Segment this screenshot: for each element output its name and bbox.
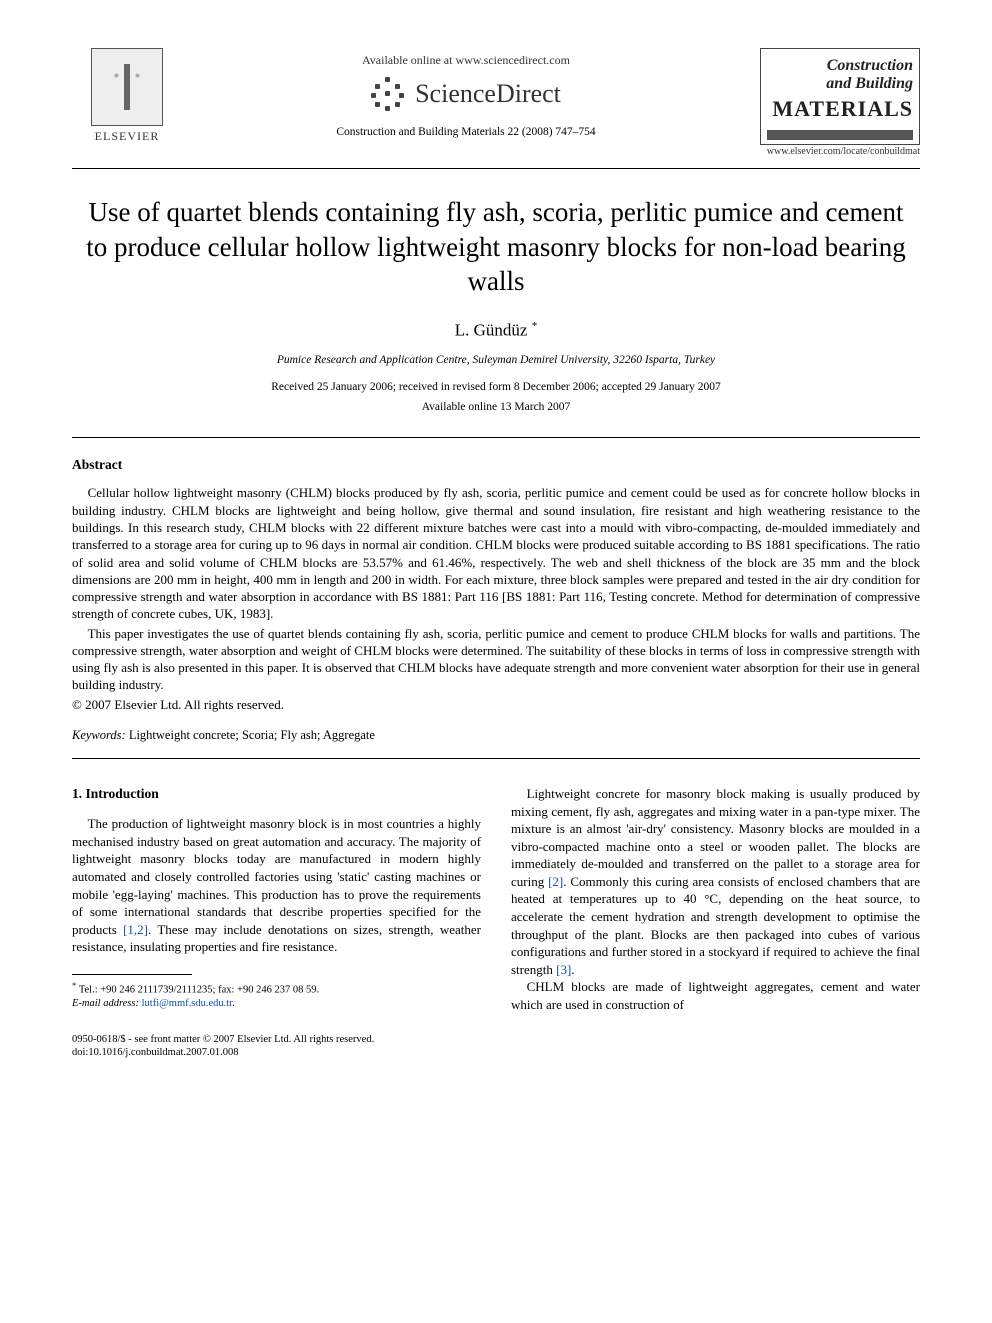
intro-para-1: The production of lightweight masonry bl… [72,815,481,955]
rule-below-abstract [72,758,920,759]
corresponding-marker: * [532,320,538,332]
sciencedirect-logo: ScienceDirect [371,76,561,111]
rule-above-abstract [72,437,920,438]
section-1-heading: 1. Introduction [72,785,481,803]
journal-cover-line1a: Construction [767,57,913,75]
abstract-heading: Abstract [72,456,920,474]
citation-line: Construction and Building Materials 22 (… [182,125,750,141]
author-name: L. Gündüz [455,321,528,340]
copyright-line: © 2007 Elsevier Ltd. All rights reserved… [72,696,920,714]
sciencedirect-wordmark: ScienceDirect [415,76,561,111]
journal-cover-line1b: and Building [767,75,913,93]
history-line-1: Received 25 January 2006; received in re… [72,380,920,396]
journal-url: www.elsevier.com/locate/conbuildmat [750,145,920,159]
journal-block: Construction and Building MATERIALS www.… [750,48,920,158]
footnote-marker: * [72,980,76,990]
footnote-email-suffix: . [232,998,235,1009]
intro-para-2: Lightweight concrete for masonry block m… [511,785,920,978]
abstract-para-1: Cellular hollow lightweight masonry (CHL… [72,484,920,622]
keywords-text: Lightweight concrete; Scoria; Fly ash; A… [126,728,375,742]
journal-cover-line2: MATERIALS [767,94,913,124]
footnote-tel-line: * Tel.: +90 246 2111739/2111235; fax: +9… [72,980,481,997]
footer-line-2: doi:10.1016/j.conbuildmat.2007.01.008 [72,1046,481,1060]
footnote-rule [72,974,192,975]
publisher-name: ELSEVIER [72,128,182,144]
footer-meta: 0950-0618/$ - see front matter © 2007 El… [72,1033,481,1060]
elsevier-tree-icon [91,48,163,126]
paper-title: Use of quartet blends containing fly ash… [82,195,910,299]
ref-link-3[interactable]: [3] [556,962,571,977]
footnote-email[interactable]: lutfi@mmf.sdu.edu.tr [142,998,232,1009]
intro-p1-a: The production of lightweight masonry bl… [72,816,481,936]
footnote-tel: +90 246 2111739/2111235; fax: +90 246 23… [100,984,319,995]
abstract-para-2: This paper investigates the use of quart… [72,625,920,694]
footnote-tel-label: Tel.: [79,984,100,995]
column-left: 1. Introduction The production of lightw… [72,785,481,1060]
ref-link-2[interactable]: [2] [548,874,563,889]
column-right: Lightweight concrete for masonry block m… [511,785,920,1060]
journal-cover: Construction and Building MATERIALS [760,48,920,145]
ref-link-1-2[interactable]: [1,2] [123,922,148,937]
footnote-email-line: E-mail address: lutfi@mmf.sdu.edu.tr. [72,997,481,1011]
publisher-logo-block: ELSEVIER [72,48,182,144]
affiliation: Pumice Research and Application Centre, … [72,353,920,369]
journal-cover-bar [767,130,913,140]
paper-header: ELSEVIER Available online at www.science… [72,48,920,158]
footnote-email-label: E-mail address: [72,998,139,1009]
keywords-line: Keywords: Lightweight concrete; Scoria; … [72,727,920,744]
rule-top [72,168,920,169]
header-center: Available online at www.sciencedirect.co… [182,48,750,141]
body-columns: 1. Introduction The production of lightw… [72,785,920,1060]
author-line: L. Gündüz * [72,319,920,343]
history-line-2: Available online 13 March 2007 [72,400,920,416]
intro-para-3: CHLM blocks are made of lightweight aggr… [511,978,920,1013]
keywords-label: Keywords: [72,728,126,742]
sciencedirect-mark-icon [371,77,405,111]
footer-line-1: 0950-0618/$ - see front matter © 2007 El… [72,1033,481,1047]
intro-p2-c: . [571,962,574,977]
corresponding-footnote: * Tel.: +90 246 2111739/2111235; fax: +9… [72,980,481,1011]
available-online-text: Available online at www.sciencedirect.co… [182,52,750,68]
